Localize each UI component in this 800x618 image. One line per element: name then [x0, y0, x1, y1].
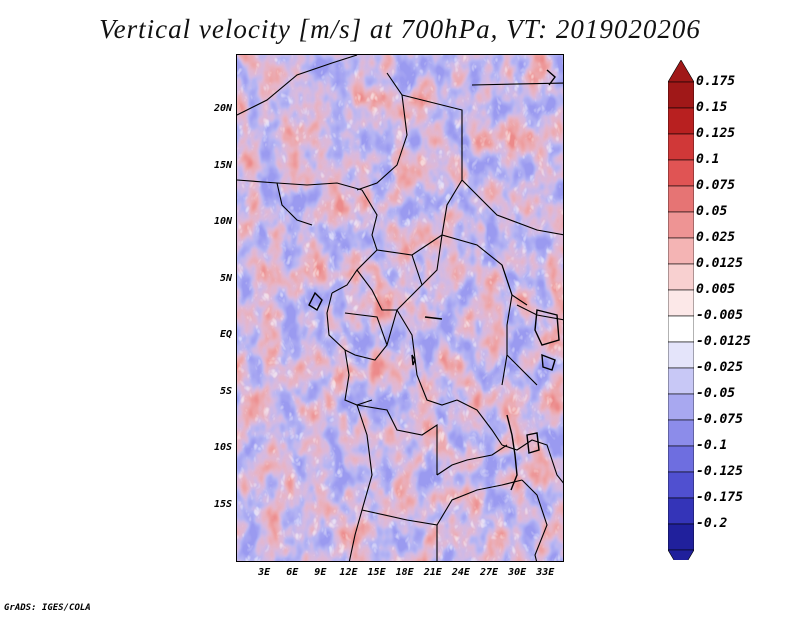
colorbar-level-label: 0.175 — [696, 74, 736, 89]
colorbar-swatch — [668, 497, 694, 525]
colorbar-level-label: -0.005 — [696, 308, 743, 323]
colorbar-swatch — [668, 393, 694, 421]
colorbar-swatch — [668, 341, 694, 369]
colorbar-level-label: 0.15 — [696, 100, 728, 115]
colorbar-level-label: 0.025 — [696, 230, 736, 245]
colorbar-level-label: 0.075 — [696, 178, 736, 193]
colorbar-level-label: -0.025 — [696, 360, 743, 375]
colorbar-swatch — [668, 315, 694, 343]
colorbar-level-label: -0.125 — [696, 464, 743, 479]
colorbar-level-label: 0.0125 — [696, 256, 743, 271]
footer-credit: GrADS: IGES/COLA — [4, 603, 91, 613]
colorbar-swatch — [668, 419, 694, 447]
longitude-tick-label: 33E — [536, 567, 555, 578]
map-panel — [236, 54, 564, 562]
latitude-tick-label: 5N — [219, 272, 232, 284]
colorbar-level-label: -0.2 — [696, 516, 728, 531]
longitude-tick-label: 27E — [479, 567, 499, 578]
colorbar-bottom-arrow — [668, 549, 694, 560]
colorbar-swatch — [668, 211, 694, 239]
longitude-tick-label: 9E — [314, 567, 327, 578]
colorbar-level-label: 0.125 — [696, 126, 736, 141]
colorbar-level-label: 0.05 — [696, 204, 728, 219]
coastline-lakes — [308, 69, 560, 491]
colorbar-swatch — [668, 81, 694, 109]
longitude-tick-label: 12E — [339, 567, 358, 578]
colorbar-level-label: -0.175 — [696, 490, 743, 505]
longitude-tick-label: 6E — [286, 567, 299, 578]
longitude-tick-label: 24E — [451, 567, 470, 578]
latitude-tick-label: 15N — [213, 159, 232, 171]
longitude-tick-label: 30E — [508, 567, 527, 578]
country-borders — [237, 55, 563, 561]
vertical-velocity-map — [237, 55, 563, 561]
colorbar-swatch — [668, 367, 694, 395]
colorbar-level-label: -0.075 — [696, 412, 743, 427]
velocity-speckle — [237, 55, 563, 561]
colorbar-swatch — [668, 159, 694, 187]
latitude-tick-label: 5S — [219, 385, 232, 397]
colorbar-swatch — [668, 185, 694, 213]
colorbar-swatch — [668, 237, 694, 265]
colorbar-swatch — [668, 471, 694, 499]
latitude-tick-label: 15S — [213, 498, 232, 510]
longitude-tick-label: 3E — [258, 567, 271, 578]
colorbar-swatch — [668, 445, 694, 473]
colorbar-level-label: -0.05 — [696, 386, 736, 401]
colorbar-level-label: 0.1 — [696, 152, 720, 167]
colorbar-swatch — [668, 133, 694, 161]
colorbar-swatch — [668, 263, 694, 291]
longitude-tick-label: 15E — [367, 567, 386, 578]
colorbar — [668, 60, 694, 560]
colorbar-swatch — [668, 523, 694, 551]
colorbar-top-arrow — [668, 60, 694, 83]
colorbar-level-label: -0.0125 — [696, 334, 751, 349]
colorbar-swatch — [668, 289, 694, 317]
latitude-tick-label: 10S — [213, 442, 232, 454]
latitude-tick-label: EQ — [219, 329, 232, 341]
colorbar-level-label: -0.1 — [696, 438, 728, 453]
longitude-tick-label: 18E — [395, 567, 414, 578]
chart-title: Vertical velocity [m/s] at 700hPa, VT: 2… — [99, 14, 701, 44]
latitude-tick-label: 20N — [213, 103, 232, 115]
latitude-tick-label: 10N — [213, 216, 232, 228]
colorbar-swatch — [668, 107, 694, 135]
colorbar-level-label: 0.005 — [696, 282, 736, 297]
longitude-tick-label: 21E — [423, 567, 442, 578]
